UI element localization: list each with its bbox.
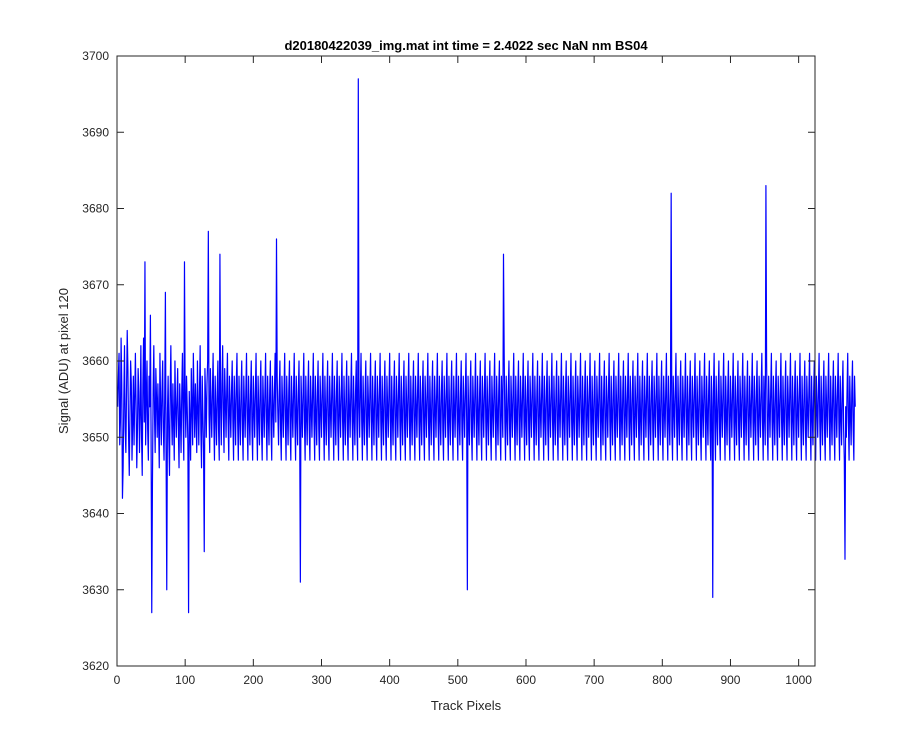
x-tick-label-600: 600 [516,673,536,687]
x-axis-ticks: 0 100 200 300 400 500 600 700 800 900 1000 [114,56,812,687]
y-tick-label-3680: 3680 [82,202,109,216]
x-tick-label-200: 200 [243,673,263,687]
x-tick-label-400: 400 [380,673,400,687]
x-tick-label-1000: 1000 [785,673,812,687]
x-tick-label-100: 100 [175,673,195,687]
y-tick-label-3620: 3620 [82,659,109,673]
x-tick-label-300: 300 [311,673,331,687]
axes-box [116,55,816,667]
y-axis-label: Signal (ADU) at pixel 120 [56,288,71,434]
series-line-0 [117,78,856,614]
x-axis-label: Track Pixels [431,698,502,713]
y-axis-ticks: 3620 3630 3640 3650 3660 3670 3680 3690 3700 [82,49,815,673]
y-tick-label-3700: 3700 [82,49,109,63]
x-tick-label-700: 700 [584,673,604,687]
y-tick-label-3650: 3650 [82,430,109,444]
series-layer [117,78,856,614]
chart-title: d20180422039_img.mat int time = 2.4022 s… [284,38,648,53]
x-tick-label-0: 0 [114,673,121,687]
x-tick-label-800: 800 [652,673,672,687]
x-tick-label-500: 500 [448,673,468,687]
y-tick-label-3660: 3660 [82,354,109,368]
y-tick-label-3670: 3670 [82,278,109,292]
x-tick-label-900: 900 [720,673,740,687]
y-tick-label-3630: 3630 [82,583,109,597]
y-tick-label-3640: 3640 [82,507,109,521]
y-tick-label-3690: 3690 [82,125,109,139]
